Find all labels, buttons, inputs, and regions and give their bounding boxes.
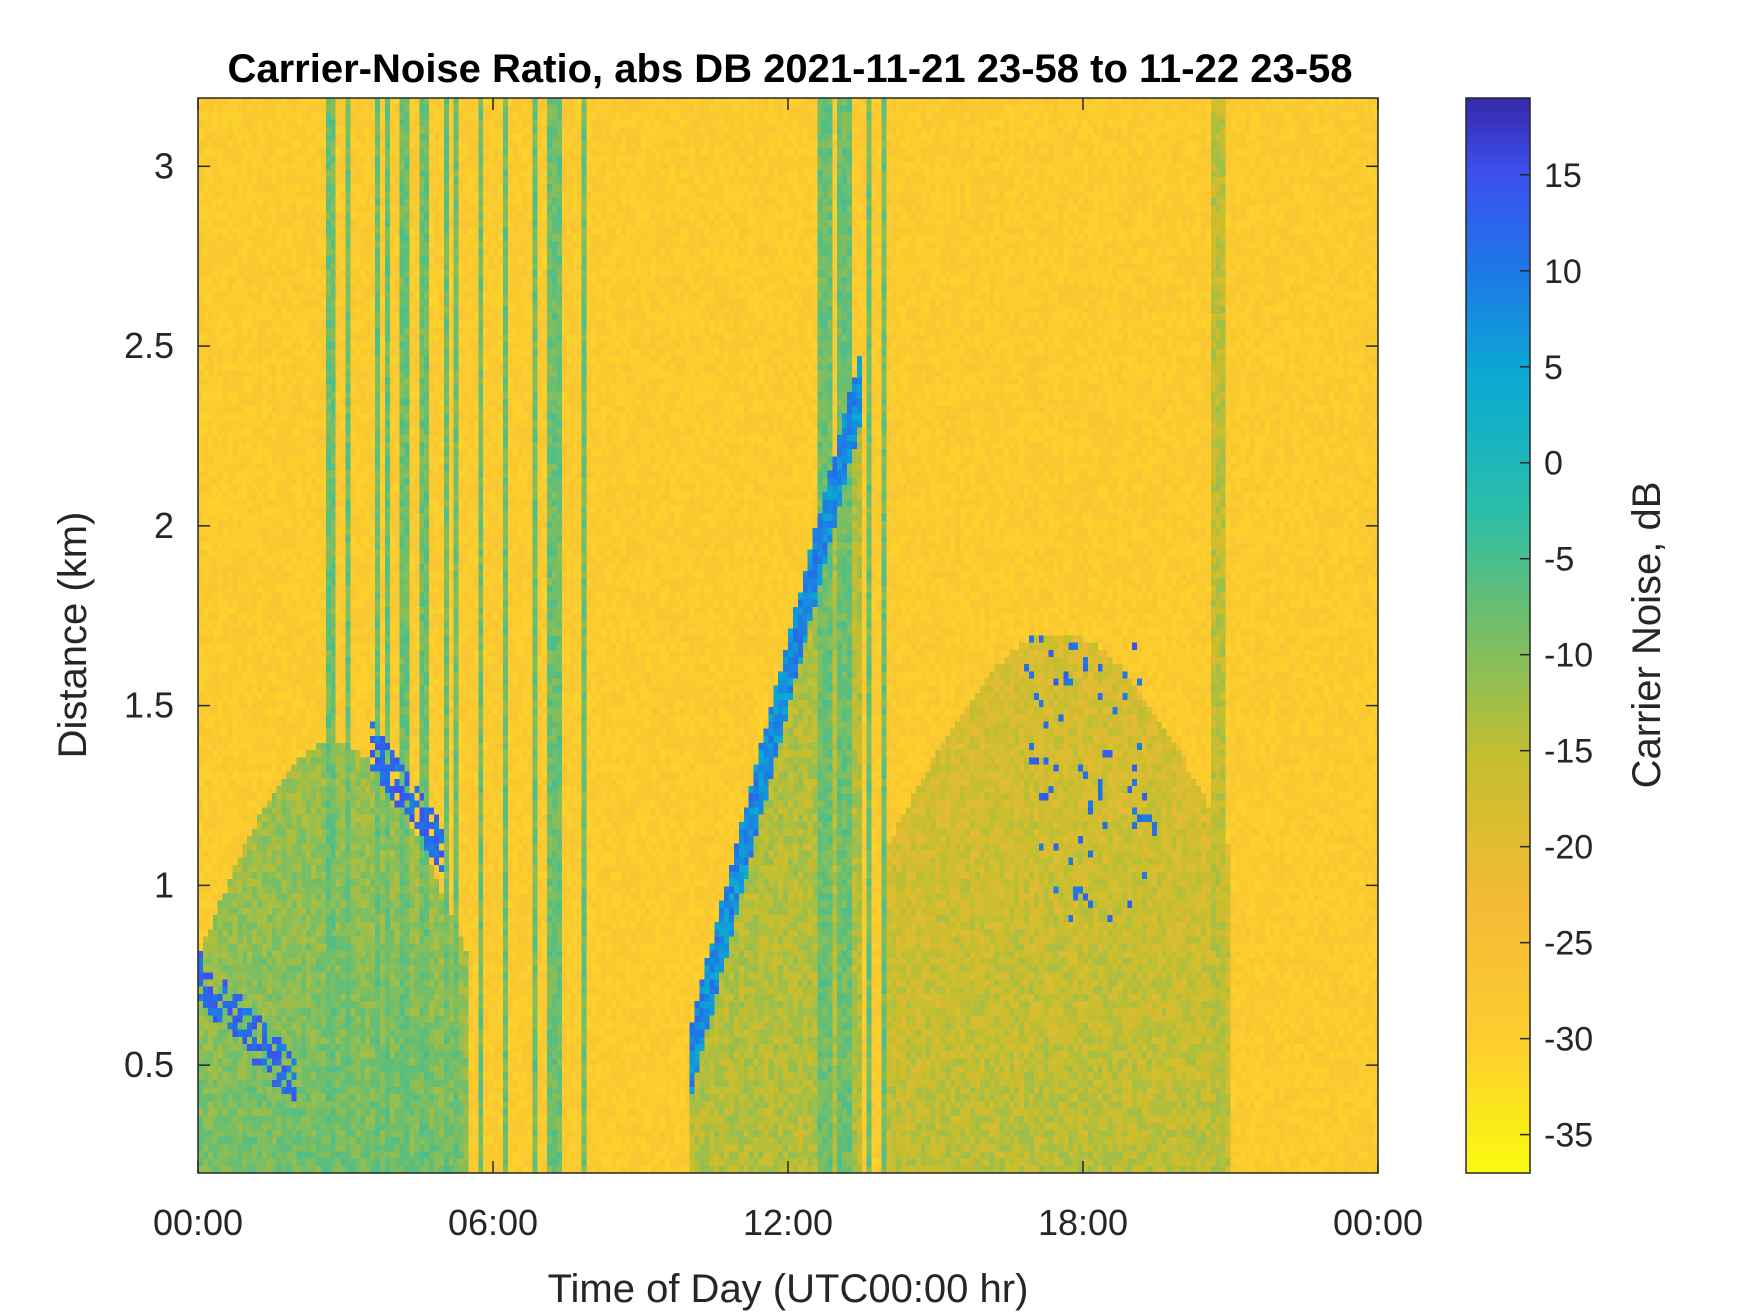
colorbar-tick-label: -20 — [1544, 829, 1593, 867]
plot-area — [197, 97, 1379, 1174]
y-tick-label: 2.5 — [124, 325, 174, 366]
x-tick-label: 12:00 — [743, 1202, 833, 1243]
x-tick-label: 00:00 — [153, 1202, 243, 1243]
x-tick-label: 00:00 — [1333, 1202, 1423, 1243]
colorbar-tick-label: -10 — [1544, 637, 1593, 675]
colorbar-tick-label: -15 — [1544, 733, 1593, 771]
colorbar: 15 10 5 0 -5 -10 -15 -20 -25 -30 -35 Carrier Noise… — [1465, 97, 1669, 1174]
x-tick-label: 06:00 — [448, 1202, 538, 1243]
y-axis: 0.5 1 1.5 2 2.5 3 — [124, 145, 1378, 1085]
colorbar-tick-label: -35 — [1544, 1117, 1593, 1155]
colorbar-label: Carrier Noise, dB — [1625, 482, 1669, 789]
colorbar-tick-label: -5 — [1544, 541, 1574, 579]
y-axis-label: Distance (km) — [51, 512, 95, 759]
chart-title: Carrier-Noise Ratio, abs DB 2021-11-21 2… — [227, 47, 1352, 91]
colorbar-tick-label: 10 — [1544, 253, 1582, 291]
colorbar-tick-label: 5 — [1544, 349, 1563, 387]
colorbar-tick-label: 0 — [1544, 445, 1563, 483]
x-axis-label: Time of Day (UTC00:00 hr) — [548, 1267, 1029, 1311]
x-axis: 00:00 06:00 12:00 18:00 00:00 — [153, 98, 1423, 1243]
y-tick-label: 2 — [154, 505, 174, 546]
colorbar-frame — [1465, 97, 1531, 1174]
colorbar-tick-label: -30 — [1544, 1021, 1593, 1059]
colorbar-tick-label: -25 — [1544, 925, 1593, 963]
y-tick-label: 1.5 — [124, 685, 174, 726]
heatmap-image — [198, 98, 1378, 1173]
colorbar-tick-label: 15 — [1544, 157, 1582, 195]
y-tick-label: 3 — [154, 145, 174, 186]
colorbar-gradient — [1466, 98, 1530, 1173]
y-tick-label: 1 — [154, 864, 174, 905]
y-tick-label: 0.5 — [124, 1044, 174, 1085]
colorbar-ticks: 15 10 5 0 -5 -10 -15 -20 -25 -30 -35 — [1520, 157, 1593, 1155]
x-tick-label: 18:00 — [1038, 1202, 1128, 1243]
